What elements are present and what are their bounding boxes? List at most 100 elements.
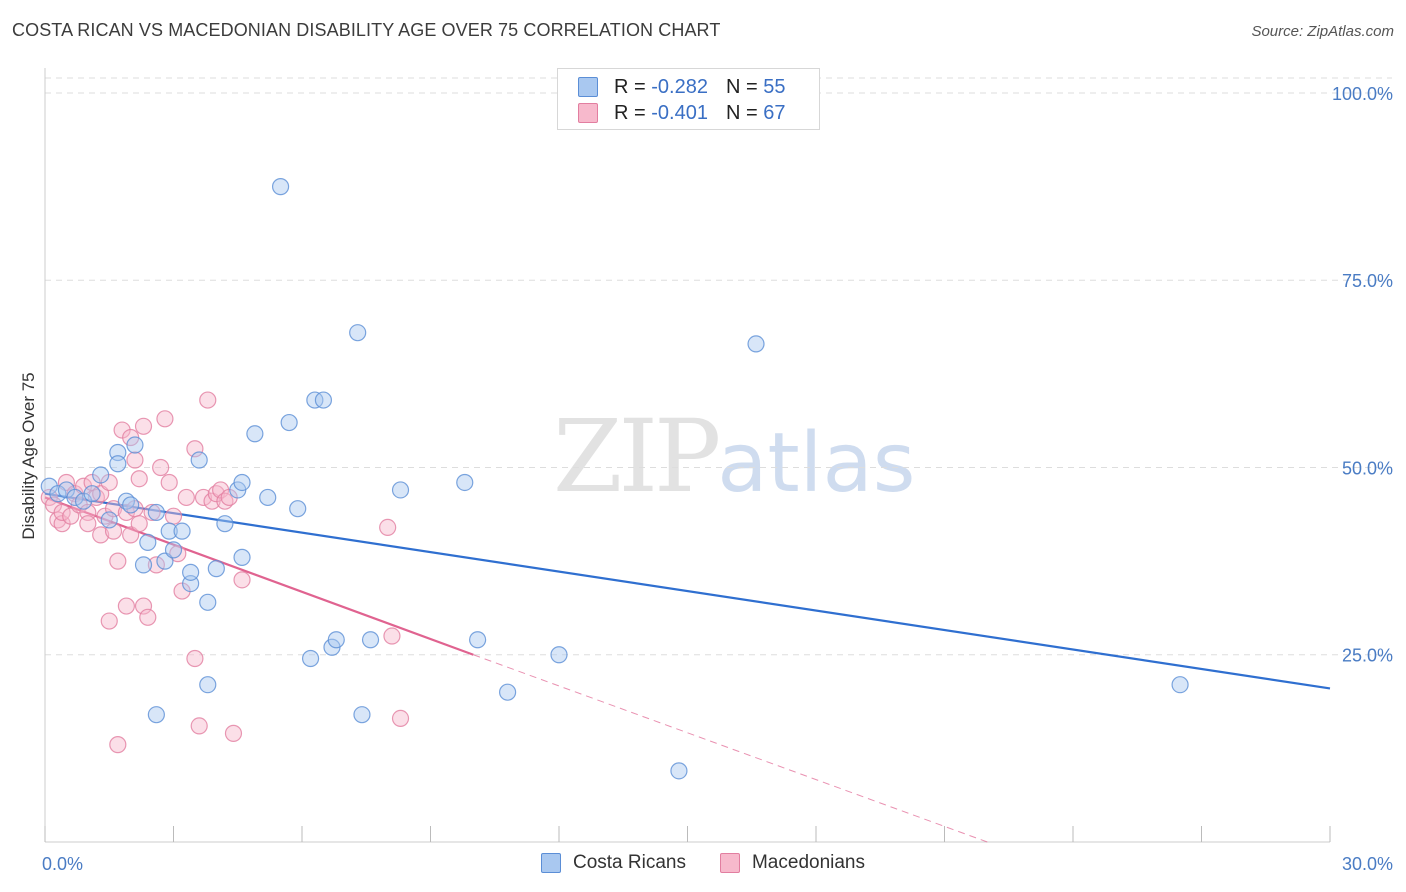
chart-title: COSTA RICAN VS MACEDONIAN DISABILITY AGE…	[12, 20, 721, 40]
macedonian-point	[134, 597, 153, 615]
macedonian-point	[186, 440, 204, 458]
n-label: N =	[725, 75, 758, 98]
macedonian-point	[130, 470, 148, 488]
macedonian-point	[160, 473, 178, 492]
costa-rican-point	[100, 511, 118, 529]
macedonian-point	[233, 571, 251, 589]
costa-rican-point	[349, 324, 367, 342]
n-label: N =	[725, 101, 758, 124]
macedonian-point	[53, 503, 71, 522]
r-label: R =	[614, 101, 646, 124]
costa-rican-trend-line	[44, 492, 1331, 690]
costa-rican-point	[301, 649, 320, 668]
axes	[44, 68, 1331, 843]
costa-rican-point	[126, 436, 144, 454]
y-tick-label: 100.0%	[1332, 84, 1393, 104]
costa-rican-point	[271, 178, 290, 196]
costa-rican-point	[199, 593, 217, 611]
macedonian-point	[379, 518, 397, 537]
costa-rican-point	[164, 541, 183, 559]
macedonian-point	[79, 515, 97, 533]
costa-rican-point	[550, 646, 568, 664]
costa-ricans-swatch	[540, 853, 561, 873]
costa-rican-point	[747, 335, 765, 353]
macedonian-point	[190, 717, 208, 735]
costa-rican-point	[327, 631, 345, 649]
macedonian-point	[100, 612, 118, 630]
trend-lines	[44, 492, 1331, 843]
legend-row-costa-ricans: R = -0.282 N = 55	[578, 75, 785, 99]
costa-rican-point	[670, 762, 688, 780]
y-tick-label: 50.0%	[1342, 458, 1393, 478]
macedonian-point	[134, 417, 153, 435]
legend-item-costa-ricans: Costa Ricans	[540, 852, 686, 874]
correlation-legend: R = -0.282 N = 55 R = -0.401 N = 67	[557, 68, 820, 130]
watermark: ZIPatlas	[553, 398, 915, 515]
data-points	[40, 178, 1189, 780]
costa-rican-point	[391, 481, 410, 499]
y-tick-label: 25.0%	[1342, 646, 1393, 666]
costa-rican-point	[109, 455, 127, 473]
y-axis-label: Disability Age Over 75	[19, 372, 38, 539]
costa-rican-point	[173, 522, 191, 540]
costa-rican-point	[147, 503, 165, 522]
costa-rican-point	[456, 473, 474, 492]
macedonian-point	[199, 391, 217, 409]
macedonian-point	[152, 458, 170, 477]
costa-rican-point	[1171, 676, 1189, 694]
macedonian-point	[147, 556, 165, 574]
macedonian-point	[139, 608, 157, 626]
macedonian-point	[383, 627, 401, 645]
costa-rican-point	[182, 563, 200, 581]
macedonian-point	[117, 597, 135, 615]
macedonian-point	[143, 503, 161, 522]
costa-rican-point	[139, 533, 157, 551]
costa-rican-point	[361, 631, 380, 649]
macedonian-point	[224, 724, 243, 742]
macedonian-point	[130, 515, 148, 533]
r-value: -0.282	[651, 75, 708, 98]
legend-label: Costa Ricans	[572, 852, 686, 873]
y-tick-label: 75.0%	[1342, 271, 1393, 291]
costa-rican-point	[49, 485, 67, 503]
macedonian-point	[164, 507, 183, 525]
macedonian-trend-extension	[473, 654, 988, 843]
legend-row-macedonians: R = -0.401 N = 67	[578, 101, 785, 125]
macedonians-swatch	[719, 853, 740, 873]
costa-ricans-swatch	[578, 77, 598, 97]
legend-item-macedonians: Macedonians	[719, 852, 865, 874]
costa-rican-point	[147, 706, 165, 724]
costa-rican-point	[134, 556, 153, 574]
costa-rican-point	[246, 425, 264, 443]
watermark-zip: ZIP	[553, 398, 721, 515]
n-value: 67	[763, 101, 786, 124]
r-label: R =	[614, 75, 646, 98]
watermark-atlas: atlas	[717, 416, 916, 511]
costa-rican-point	[280, 413, 298, 432]
costa-rican-point	[216, 515, 234, 533]
costa-rican-point	[199, 676, 217, 694]
costa-rican-point	[83, 485, 101, 503]
series-legend: Costa Ricans Macedonians	[0, 852, 1406, 874]
costa-rican-point	[499, 683, 517, 701]
r-value: -0.401	[651, 101, 708, 124]
macedonian-point	[391, 709, 410, 728]
costa-rican-point	[314, 391, 333, 409]
macedonians-swatch	[578, 103, 598, 123]
macedonian-point	[104, 522, 123, 540]
tick-labels: 25.0% 50.0% 75.0% 100.0% 0.0% 30.0%	[42, 84, 1393, 874]
costa-rican-point	[190, 451, 208, 469]
macedonian-point	[104, 500, 123, 518]
n-value: 55	[763, 75, 786, 98]
costa-rican-point	[233, 548, 251, 566]
macedonian-point	[109, 552, 127, 570]
costa-rican-point	[160, 522, 178, 540]
macedonian-point	[92, 526, 110, 544]
costa-rican-point	[233, 473, 251, 492]
costa-rican-point	[207, 560, 225, 578]
costa-rican-point	[92, 466, 110, 484]
macedonian-point	[194, 488, 213, 507]
x-tick-label: 30.0%	[1342, 854, 1393, 874]
source-label: Source: ZipAtlas.com	[1251, 23, 1394, 40]
